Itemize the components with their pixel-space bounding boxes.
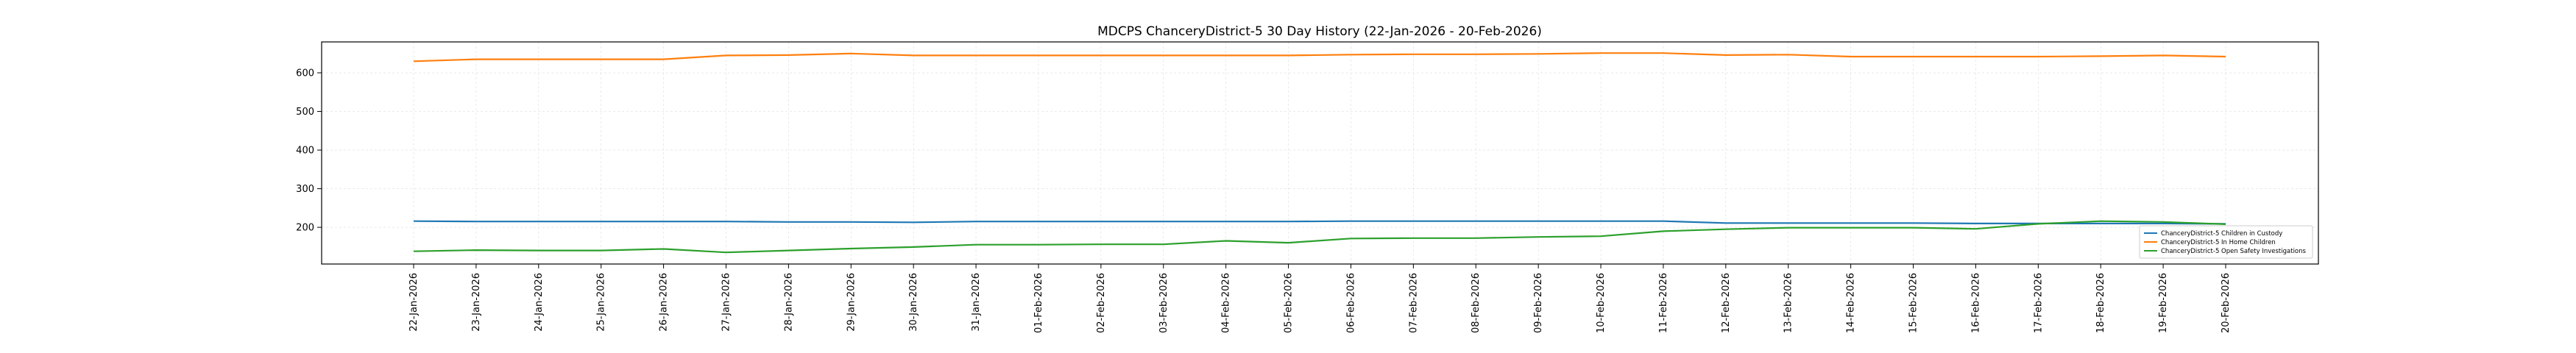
x-tick-label: 18-Feb-2026 <box>2095 273 2106 333</box>
x-tick-label: 13-Feb-2026 <box>1783 273 1794 333</box>
grid <box>322 42 2318 264</box>
x-tick-label: 14-Feb-2026 <box>1846 273 1857 333</box>
x-tick-label: 15-Feb-2026 <box>1908 273 1919 333</box>
axes: 22-Jan-2026 23-Jan-2026 24-Jan-2026 25-Jan-… <box>296 68 2232 334</box>
x-tick-label: 05-Feb-2026 <box>1284 273 1295 333</box>
series-lines <box>413 52 2226 254</box>
x-tick-label: 29-Jan-2026 <box>846 273 857 332</box>
x-tick-label: 01-Feb-2026 <box>1033 273 1044 333</box>
x-tick-label: 26-Jan-2026 <box>659 273 670 332</box>
x-tick-label: 10-Feb-2026 <box>1596 273 1607 333</box>
legend-label: ChanceryDistrict-5 In Home Children <box>2161 239 2276 246</box>
legend: ChanceryDistrict-5 Children in CustodyCh… <box>2139 225 2313 259</box>
x-tick-label: 27-Jan-2026 <box>721 273 732 332</box>
x-tick-label: 24-Jan-2026 <box>534 273 545 332</box>
y-tick-label: 600 <box>296 68 314 79</box>
series-line-1 <box>413 220 2226 225</box>
y-tick-label: 500 <box>296 107 314 118</box>
x-tick-label: 07-Feb-2026 <box>1408 273 1419 333</box>
x-tick-label: 11-Feb-2026 <box>1658 273 1669 333</box>
y-tick-label: 300 <box>296 184 314 195</box>
x-tick-label: 25-Jan-2026 <box>596 273 607 332</box>
x-tick-label: 19-Feb-2026 <box>2158 273 2169 333</box>
x-tick-label: 04-Feb-2026 <box>1221 273 1232 333</box>
x-tick-label: 08-Feb-2026 <box>1471 273 1482 333</box>
x-tick-label: 09-Feb-2026 <box>1533 273 1544 333</box>
x-tick-label: 12-Feb-2026 <box>1721 273 1732 333</box>
legend-label: ChanceryDistrict-5 Children in Custody <box>2161 230 2282 238</box>
chart-title: MDCPS ChanceryDistrict-5 30 Day History … <box>1097 24 1542 39</box>
x-tick-label: 31-Jan-2026 <box>971 273 982 332</box>
x-tick-label: 22-Jan-2026 <box>408 273 420 332</box>
x-tick-label: 17-Feb-2026 <box>2033 273 2044 333</box>
y-tick-label: 200 <box>296 223 314 234</box>
series-line-3 <box>413 220 2226 254</box>
series-line-2 <box>413 52 2226 63</box>
x-tick-label: 20-Feb-2026 <box>2221 273 2232 333</box>
y-tick-label: 400 <box>296 146 314 157</box>
legend-label: ChanceryDistrict-5 Open Safety Investiga… <box>2161 248 2307 255</box>
x-tick-label: 23-Jan-2026 <box>471 273 482 332</box>
x-tick-label: 16-Feb-2026 <box>1970 273 1981 333</box>
x-tick-label: 03-Feb-2026 <box>1158 273 1170 333</box>
x-tick-label: 02-Feb-2026 <box>1096 273 1107 333</box>
x-tick-label: 28-Jan-2026 <box>783 273 794 332</box>
legend-box <box>2139 225 2313 259</box>
x-tick-label: 30-Jan-2026 <box>908 273 919 332</box>
x-tick-label: 06-Feb-2026 <box>1345 273 1356 333</box>
plot-frame <box>321 41 2319 265</box>
